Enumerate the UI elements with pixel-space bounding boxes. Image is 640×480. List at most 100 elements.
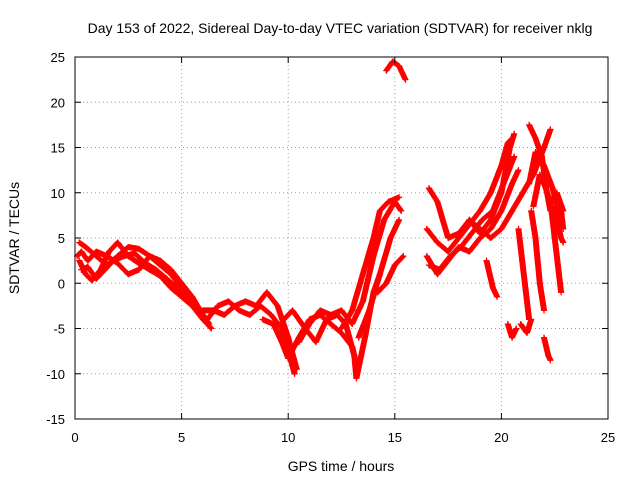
data-point xyxy=(349,321,356,327)
data-point xyxy=(396,63,403,70)
data-point xyxy=(214,302,221,309)
data-point xyxy=(526,121,533,128)
series-arc-27 xyxy=(541,334,554,364)
data-point xyxy=(402,76,409,83)
series-arc-22 xyxy=(517,316,535,336)
data-point xyxy=(487,189,494,196)
data-point xyxy=(524,330,530,336)
series-track xyxy=(483,257,501,300)
data-point xyxy=(327,311,334,318)
data-point xyxy=(295,339,302,346)
y-tick-label: 0 xyxy=(58,276,65,291)
data-point xyxy=(236,307,243,314)
data-point xyxy=(82,244,89,251)
data-point xyxy=(532,235,539,241)
data-point xyxy=(526,180,533,187)
data-point xyxy=(153,266,159,273)
data-point xyxy=(536,171,543,178)
y-tick-label: 15 xyxy=(51,141,65,156)
data-point xyxy=(317,307,324,314)
series-arc-11 xyxy=(355,216,403,341)
data-point xyxy=(400,253,407,260)
data-point xyxy=(353,375,360,382)
data-point xyxy=(500,180,507,187)
data-point xyxy=(280,316,287,323)
data-point xyxy=(391,262,398,269)
data-point xyxy=(185,298,191,305)
data-point xyxy=(167,271,174,278)
data-point xyxy=(101,266,108,273)
data-point xyxy=(556,271,562,278)
data-point xyxy=(513,325,520,332)
data-point xyxy=(498,225,505,232)
data-point xyxy=(547,357,554,364)
data-point xyxy=(225,298,232,305)
y-tick-label: 10 xyxy=(51,186,65,201)
y-axis-label: SDTVAR / TECUs xyxy=(6,182,22,294)
data-point xyxy=(447,253,454,260)
data-point xyxy=(396,216,403,223)
data-point xyxy=(359,271,366,278)
series-arc-23 xyxy=(528,207,547,314)
data-point xyxy=(530,203,537,210)
data-point xyxy=(494,293,501,300)
data-point xyxy=(291,370,298,377)
data-point xyxy=(423,225,430,232)
data-point xyxy=(312,339,319,346)
data-point xyxy=(82,271,89,278)
data-point xyxy=(558,207,565,214)
data-point xyxy=(84,257,91,264)
data-point xyxy=(477,235,484,241)
x-tick-label: 5 xyxy=(178,430,185,445)
data-point xyxy=(487,216,494,223)
axis-ticks: 0 5 10 15 20 25 -15 -10 -5 0 5 10 15 20 25 xyxy=(46,50,615,445)
data-point xyxy=(374,289,381,296)
data-point xyxy=(157,262,164,269)
data-point xyxy=(174,284,181,291)
data-point xyxy=(278,339,285,346)
data-point xyxy=(396,194,403,201)
data-point xyxy=(125,244,132,251)
series-arc-19 xyxy=(483,257,501,300)
data-point xyxy=(504,140,511,146)
data-point xyxy=(489,284,496,291)
data-marks xyxy=(74,58,567,382)
data-point xyxy=(532,135,539,142)
data-point xyxy=(351,352,358,359)
series-arc-9 xyxy=(295,198,405,346)
data-point xyxy=(376,207,383,214)
data-point xyxy=(425,185,432,192)
data-point xyxy=(259,316,266,323)
data-point xyxy=(509,135,516,142)
plot-frame xyxy=(74,56,609,420)
data-point xyxy=(487,225,494,232)
data-point xyxy=(425,262,432,269)
data-point xyxy=(541,162,547,169)
series-arc-30 xyxy=(553,194,567,232)
data-point xyxy=(355,334,362,341)
data-point xyxy=(285,355,292,362)
grid xyxy=(75,57,608,419)
data-point xyxy=(445,235,452,241)
data-point xyxy=(381,216,388,223)
data-point xyxy=(468,230,475,237)
series-track xyxy=(541,334,554,364)
data-point xyxy=(558,289,565,296)
data-point xyxy=(524,298,530,305)
data-point xyxy=(268,311,275,318)
data-point xyxy=(479,216,486,223)
data-point xyxy=(560,239,567,246)
data-point xyxy=(270,321,277,327)
data-point xyxy=(146,253,153,260)
data-point xyxy=(558,235,565,241)
series-arc-20 xyxy=(515,225,533,323)
data-point xyxy=(338,307,345,314)
series-track xyxy=(515,225,533,323)
data-point xyxy=(121,253,127,260)
series-arc-28 xyxy=(547,198,565,296)
data-point xyxy=(246,311,253,318)
data-point xyxy=(528,316,535,323)
data-point xyxy=(477,225,484,232)
series-track xyxy=(528,207,547,314)
data-point xyxy=(338,325,345,332)
